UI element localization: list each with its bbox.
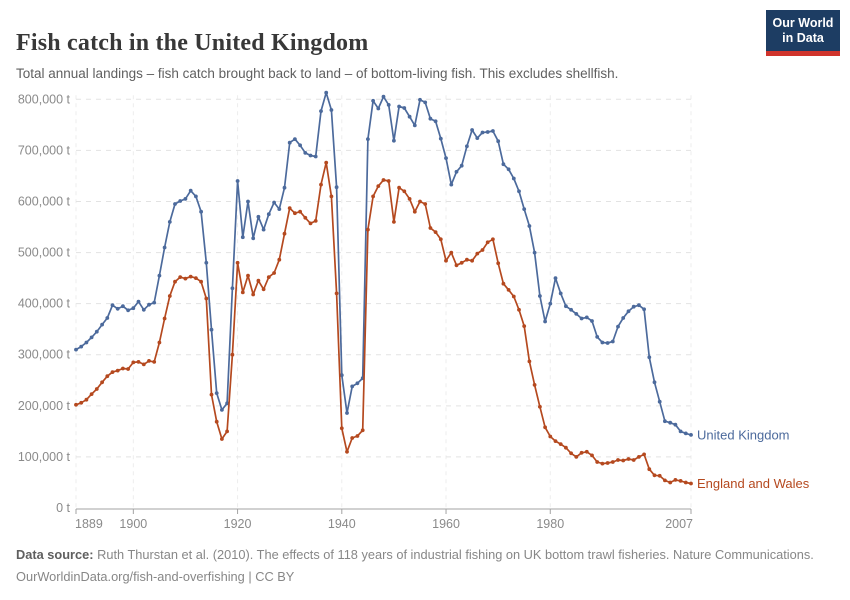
svg-text:1889: 1889	[75, 517, 103, 531]
series-label-united-kingdom[interactable]: United Kingdom	[697, 427, 790, 442]
svg-text:0 t: 0 t	[56, 501, 70, 515]
y-axis-labels: 0 t 100,000 t 200,000 t 300,000 t 400,000 t 5…	[18, 92, 71, 515]
chart-subtitle: Total annual landings – fish catch broug…	[16, 65, 619, 81]
svg-text:1940: 1940	[328, 517, 356, 531]
license-line: OurWorldinData.org/fish-and-overfishing …	[16, 566, 814, 588]
svg-text:600,000 t: 600,000 t	[18, 194, 71, 208]
owid-logo-line1: Our World	[772, 16, 834, 30]
series-label-england-and-wales[interactable]: England and Wales	[697, 476, 810, 491]
license-text: | CC BY	[244, 569, 295, 584]
svg-text:400,000 t: 400,000 t	[18, 297, 71, 311]
svg-text:500,000 t: 500,000 t	[18, 246, 71, 260]
data-source-line: Data source: Ruth Thurstan et al. (2010)…	[16, 544, 814, 566]
data-source-label: Data source:	[16, 547, 94, 562]
svg-text:700,000 t: 700,000 t	[18, 143, 71, 157]
owid-logo[interactable]: Our World in Data	[766, 10, 840, 56]
x-axis	[75, 508, 692, 514]
svg-text:1900: 1900	[119, 517, 147, 531]
svg-text:300,000 t: 300,000 t	[18, 348, 71, 362]
page-title: Fish catch in the United Kingdom	[16, 30, 369, 57]
x-axis-labels: 1889 1900 1920 1940 1960 1980 2007	[75, 517, 693, 531]
svg-text:1920: 1920	[224, 517, 252, 531]
owid-logo-line2: in Data	[782, 31, 824, 45]
chart-footer: Data source: Ruth Thurstan et al. (2010)…	[16, 544, 814, 588]
svg-text:2007: 2007	[665, 517, 693, 531]
data-series	[74, 90, 693, 486]
svg-text:1960: 1960	[432, 517, 460, 531]
horizontal-gridlines	[76, 98, 694, 458]
svg-text:200,000 t: 200,000 t	[18, 399, 71, 413]
data-source-text: Ruth Thurstan et al. (2010). The effects…	[93, 547, 814, 562]
owid-link[interactable]: OurWorldinData.org/fish-and-overfishing	[16, 569, 245, 584]
svg-text:800,000 t: 800,000 t	[18, 92, 71, 106]
svg-text:100,000 t: 100,000 t	[18, 450, 71, 464]
svg-text:1980: 1980	[536, 517, 564, 531]
